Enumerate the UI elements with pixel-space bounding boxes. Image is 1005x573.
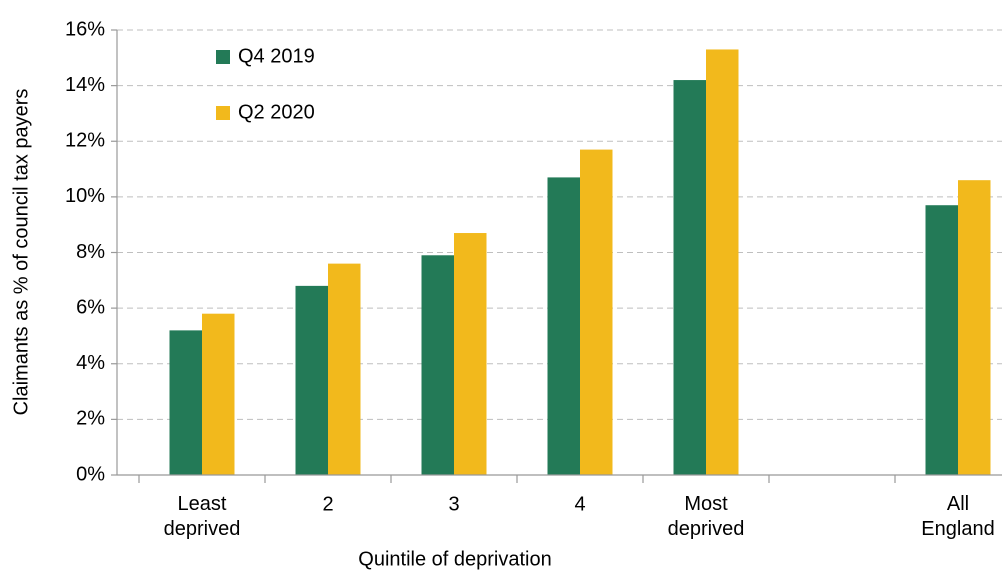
- y-tick-label: 4%: [76, 352, 105, 374]
- y-axis-label: Claimants as % of council tax payers: [10, 89, 32, 416]
- x-tick-label: All England: [921, 493, 994, 540]
- y-tick-label: 16%: [65, 18, 105, 40]
- x-axis-label: Quintile of deprivation: [358, 548, 551, 570]
- bar: [925, 205, 958, 475]
- y-tick-label: 6%: [76, 296, 105, 318]
- bar: [454, 233, 487, 475]
- bar: [580, 149, 613, 475]
- x-tick-label: 2: [322, 493, 333, 515]
- bar: [295, 285, 328, 475]
- y-tick-label: 12%: [65, 130, 105, 152]
- bar: [673, 80, 706, 475]
- bar: [547, 177, 580, 475]
- bar: [421, 255, 454, 475]
- y-tick-label: 10%: [65, 185, 105, 207]
- y-tick-label: 14%: [65, 74, 105, 96]
- bar: [169, 330, 202, 475]
- legend-label: Q4 2019: [238, 45, 315, 67]
- legend-label: Q2 2020: [238, 101, 315, 123]
- legend-swatch: [216, 50, 230, 64]
- bar: [328, 263, 361, 475]
- bar: [958, 180, 991, 475]
- bar: [202, 313, 235, 475]
- bar: [706, 49, 739, 475]
- y-tick-label: 2%: [76, 408, 105, 430]
- x-tick-label: Least deprived: [164, 493, 241, 540]
- legend-swatch: [216, 106, 230, 120]
- x-tick-label: Most deprived: [668, 493, 745, 540]
- y-tick-label: 0%: [76, 463, 105, 485]
- x-tick-label: 3: [448, 493, 459, 515]
- x-tick-label: 4: [574, 493, 585, 515]
- y-tick-label: 8%: [76, 241, 105, 263]
